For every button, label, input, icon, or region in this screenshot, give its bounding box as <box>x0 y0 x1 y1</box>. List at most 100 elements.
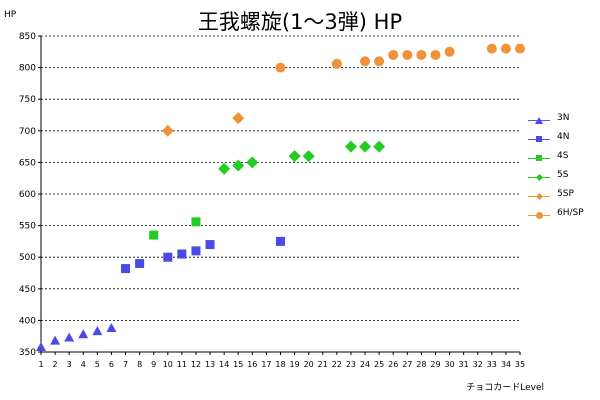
data-point-5sp <box>232 112 245 125</box>
x-tick-label: 2 <box>53 360 58 369</box>
x-tick-label: 17 <box>261 360 271 369</box>
x-tick-label: 20 <box>304 360 314 369</box>
x-tick-label: 7 <box>123 360 128 369</box>
x-tick-label: 12 <box>191 360 201 369</box>
x-tick-label: 35 <box>515 360 525 369</box>
data-point-5s <box>288 150 301 163</box>
y-tick-label: 550 <box>19 222 36 232</box>
legend-item: 4S <box>524 150 594 169</box>
legend-marker <box>536 136 542 142</box>
legend-item: 5SP <box>524 188 594 207</box>
data-point-3n <box>106 322 117 332</box>
x-tick-label: 25 <box>374 360 384 369</box>
x-tick-label: 15 <box>233 360 243 369</box>
legend-marker <box>535 117 543 124</box>
data-point-6hsp <box>402 49 413 60</box>
x-tick-label: 23 <box>346 360 356 369</box>
data-point-3n <box>36 341 46 351</box>
x-tick-label: 28 <box>416 360 426 369</box>
y-tick-label: 350 <box>19 348 36 358</box>
legend-item: 4N <box>524 131 594 150</box>
x-tick-label: 18 <box>275 360 285 369</box>
x-tick-label: 3 <box>67 360 72 369</box>
x-tick-label: 22 <box>332 360 342 369</box>
y-axis-label: HP <box>4 10 17 20</box>
legend-marker <box>535 192 544 201</box>
legend-label: 4S <box>557 151 569 161</box>
data-point-4n <box>276 236 285 246</box>
legend-marker <box>535 173 544 182</box>
data-point-3n <box>78 329 89 339</box>
data-point-5s <box>246 156 259 169</box>
x-tick-label: 30 <box>444 360 454 369</box>
legend-label: 3N <box>557 113 570 123</box>
data-point-4n <box>121 264 131 274</box>
data-point-6hsp <box>486 43 497 54</box>
legend-label: 6H/SP <box>557 208 584 218</box>
data-point-6hsp <box>430 49 441 60</box>
y-tick-label: 400 <box>19 316 36 326</box>
data-point-4s <box>191 217 201 227</box>
x-axis-label: チョコカードLevel <box>466 383 544 393</box>
chart-title: 王我螺旋(1～3弾) HP <box>197 10 403 34</box>
x-tick-label: 16 <box>247 360 257 369</box>
data-point-4n <box>177 249 187 259</box>
data-point-6hsp <box>360 56 371 67</box>
legend-label: 4N <box>557 132 570 142</box>
legend-label: 5S <box>557 170 569 180</box>
data-point-5s <box>232 159 245 172</box>
x-tick-label: 34 <box>501 360 511 369</box>
data-point-5s <box>218 162 231 175</box>
data-point-3n <box>92 326 103 336</box>
x-tick-label: 1 <box>38 360 43 369</box>
legend: 3N 4N 4S 5S 5SP 6H/SP <box>524 112 594 226</box>
data-point-5s <box>373 140 386 153</box>
y-tick-label: 850 <box>19 32 36 42</box>
y-tick-label: 700 <box>19 127 36 137</box>
x-tick-label: 14 <box>219 360 229 369</box>
data-point-4n <box>205 240 215 250</box>
legend-marker <box>536 212 543 219</box>
x-tick-label: 9 <box>151 360 156 369</box>
legend-item: 3N <box>524 112 594 131</box>
data-point-6hsp <box>275 62 286 73</box>
data-point-6hsp <box>500 43 511 54</box>
x-tick-label: 29 <box>430 360 440 369</box>
data-point-6hsp <box>388 49 399 60</box>
x-tick-label: 32 <box>473 360 483 369</box>
y-tick-label: 500 <box>19 253 36 263</box>
legend-item: 6H/SP <box>524 207 594 226</box>
x-tick-label: 6 <box>109 360 114 369</box>
y-tick-label: 750 <box>19 95 36 105</box>
data-point-4n <box>191 246 201 256</box>
data-point-5s <box>302 150 315 163</box>
x-tick-label: 5 <box>95 360 100 369</box>
data-point-6hsp <box>444 46 455 57</box>
x-tick-label: 8 <box>137 360 142 369</box>
data-point-5s <box>359 140 372 153</box>
y-tick-label: 650 <box>19 158 36 168</box>
data-point-6hsp <box>515 43 525 54</box>
x-tick-label: 11 <box>177 360 187 369</box>
data-point-3n <box>50 335 61 345</box>
x-tick-label: 33 <box>487 360 497 369</box>
x-tick-label: 19 <box>289 360 299 369</box>
data-point-5s <box>344 140 357 153</box>
x-tick-label: 4 <box>81 360 86 369</box>
x-tick-label: 24 <box>360 360 370 369</box>
legend-label: 5SP <box>557 189 574 199</box>
x-tick-label: 21 <box>318 360 328 369</box>
data-point-3n <box>64 332 75 342</box>
data-point-4n <box>163 252 173 262</box>
data-point-4n <box>135 259 145 269</box>
legend-item: 5S <box>524 169 594 188</box>
data-point-6hsp <box>374 56 385 67</box>
data-point-5sp <box>161 124 174 137</box>
x-tick-label: 31 <box>459 360 469 369</box>
x-tick-label: 13 <box>205 360 215 369</box>
y-tick-label: 450 <box>19 285 36 295</box>
x-tick-label: 27 <box>402 360 412 369</box>
x-tick-label: 26 <box>388 360 398 369</box>
x-tick-label: 10 <box>163 360 173 369</box>
